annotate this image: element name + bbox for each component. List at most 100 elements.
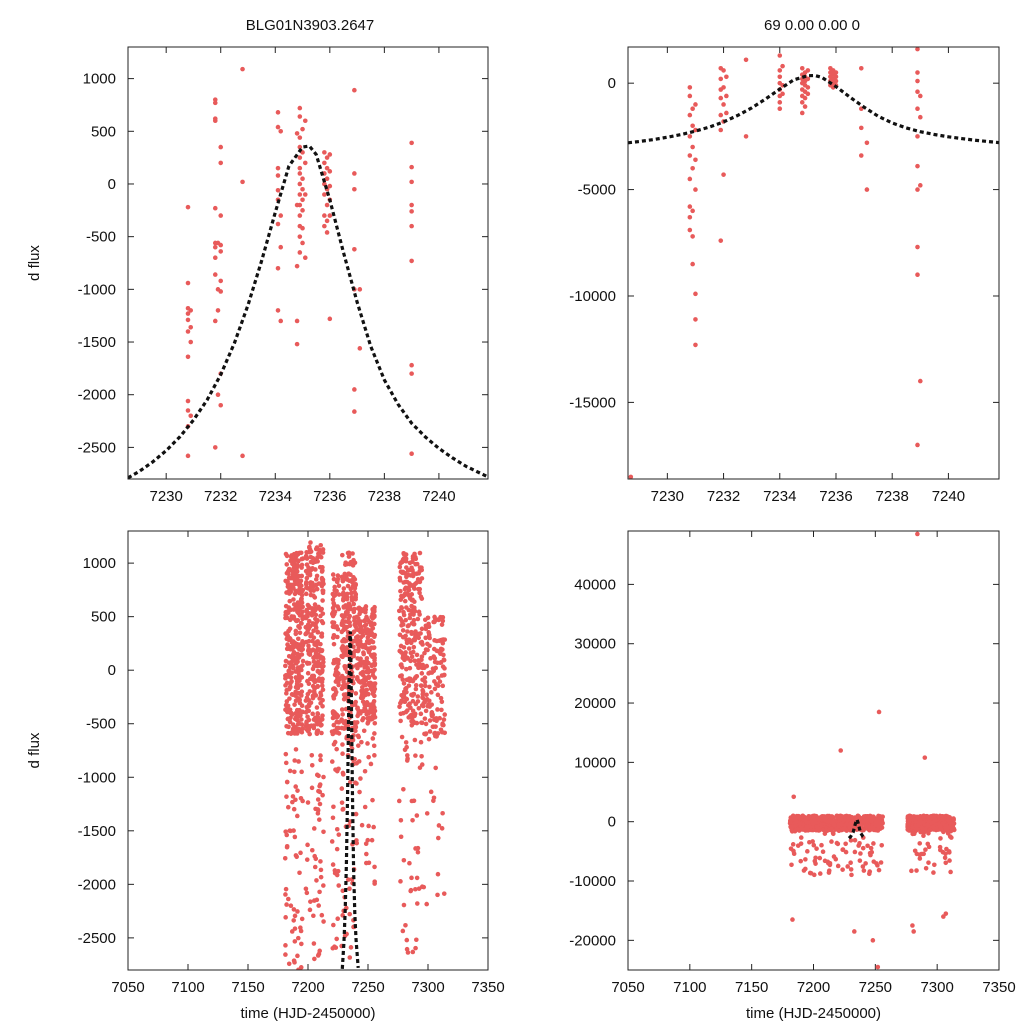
data-point bbox=[409, 223, 414, 229]
data-point bbox=[315, 683, 320, 689]
data-point bbox=[413, 629, 418, 634]
data-point bbox=[290, 569, 296, 575]
data-point bbox=[355, 743, 361, 748]
y-tick-label: -500 bbox=[86, 229, 116, 246]
data-point bbox=[439, 699, 445, 705]
data-point bbox=[415, 845, 421, 851]
data-point bbox=[432, 686, 438, 692]
data-point bbox=[426, 630, 431, 635]
data-point bbox=[409, 723, 415, 728]
data-point bbox=[335, 661, 341, 666]
data-point bbox=[340, 751, 345, 757]
data-point bbox=[368, 761, 374, 767]
data-point bbox=[314, 586, 320, 592]
data-point bbox=[843, 849, 849, 855]
plot-area bbox=[282, 540, 448, 970]
data-point bbox=[335, 573, 341, 578]
data-point bbox=[817, 871, 823, 876]
data-point bbox=[370, 797, 375, 803]
data-point bbox=[305, 602, 311, 608]
data-point bbox=[354, 720, 360, 725]
data-point bbox=[291, 806, 297, 812]
data-point bbox=[878, 860, 884, 865]
data-point bbox=[414, 571, 419, 577]
data-point bbox=[294, 660, 299, 666]
data-point bbox=[430, 712, 435, 718]
data-point bbox=[917, 841, 923, 846]
data-point bbox=[413, 945, 418, 951]
data-point bbox=[340, 712, 345, 717]
data-point bbox=[409, 654, 415, 660]
data-point bbox=[339, 786, 345, 791]
data-point bbox=[400, 619, 405, 625]
data-point bbox=[401, 580, 406, 585]
data-point bbox=[405, 623, 411, 629]
data-point bbox=[693, 317, 698, 322]
data-point bbox=[312, 602, 318, 607]
data-point bbox=[300, 186, 305, 192]
data-point bbox=[422, 683, 428, 689]
data-point bbox=[335, 916, 341, 921]
data-point bbox=[287, 590, 293, 595]
data-point bbox=[687, 112, 693, 118]
data-point bbox=[396, 798, 402, 804]
data-point bbox=[366, 823, 371, 829]
data-point bbox=[407, 615, 413, 621]
y-tick-label: -2000 bbox=[78, 387, 116, 404]
data-point bbox=[432, 614, 437, 620]
data-point bbox=[289, 692, 295, 697]
data-point bbox=[856, 843, 861, 848]
data-point bbox=[341, 590, 346, 596]
data-point bbox=[330, 605, 336, 611]
data-point bbox=[343, 562, 348, 567]
data-point bbox=[777, 100, 783, 105]
data-point bbox=[366, 860, 372, 866]
data-point bbox=[790, 917, 795, 922]
data-point bbox=[303, 631, 309, 636]
data-point bbox=[354, 614, 360, 620]
data-point bbox=[419, 753, 424, 759]
data-point bbox=[300, 604, 305, 610]
model-curve bbox=[128, 144, 488, 479]
data-point bbox=[409, 597, 415, 603]
data-point bbox=[291, 642, 296, 647]
data-point bbox=[299, 652, 305, 657]
data-point bbox=[819, 842, 824, 848]
data-point bbox=[852, 849, 858, 855]
data-point bbox=[400, 928, 406, 934]
data-point bbox=[285, 896, 291, 902]
data-point bbox=[372, 753, 377, 758]
data-point bbox=[300, 639, 305, 644]
data-point bbox=[943, 860, 949, 866]
data-point bbox=[283, 663, 288, 669]
y-tick-label: -1500 bbox=[78, 823, 116, 840]
data-point bbox=[298, 795, 304, 801]
data-point bbox=[433, 765, 438, 771]
data-point bbox=[406, 646, 412, 651]
data-point bbox=[322, 150, 327, 155]
data-point bbox=[360, 633, 366, 638]
data-point bbox=[299, 769, 304, 775]
y-tick-label: 0 bbox=[108, 662, 116, 679]
data-point bbox=[915, 134, 920, 139]
x-axis-title: time (HJD-2450000) bbox=[746, 1005, 881, 1022]
data-point bbox=[336, 592, 342, 597]
data-point bbox=[370, 704, 375, 710]
data-point bbox=[300, 208, 305, 213]
data-point bbox=[333, 669, 339, 675]
data-point bbox=[414, 937, 419, 943]
data-point bbox=[915, 70, 920, 75]
data-point bbox=[409, 164, 414, 170]
data-point bbox=[798, 858, 804, 864]
data-point bbox=[788, 846, 794, 851]
data-point bbox=[948, 869, 953, 875]
data-point bbox=[724, 110, 729, 116]
data-point bbox=[292, 702, 297, 707]
data-point bbox=[317, 801, 323, 807]
data-point bbox=[811, 872, 817, 878]
data-point bbox=[867, 850, 873, 856]
data-point bbox=[305, 714, 310, 720]
data-point bbox=[310, 711, 315, 717]
plot-area bbox=[628, 47, 999, 479]
data-point bbox=[402, 591, 408, 597]
